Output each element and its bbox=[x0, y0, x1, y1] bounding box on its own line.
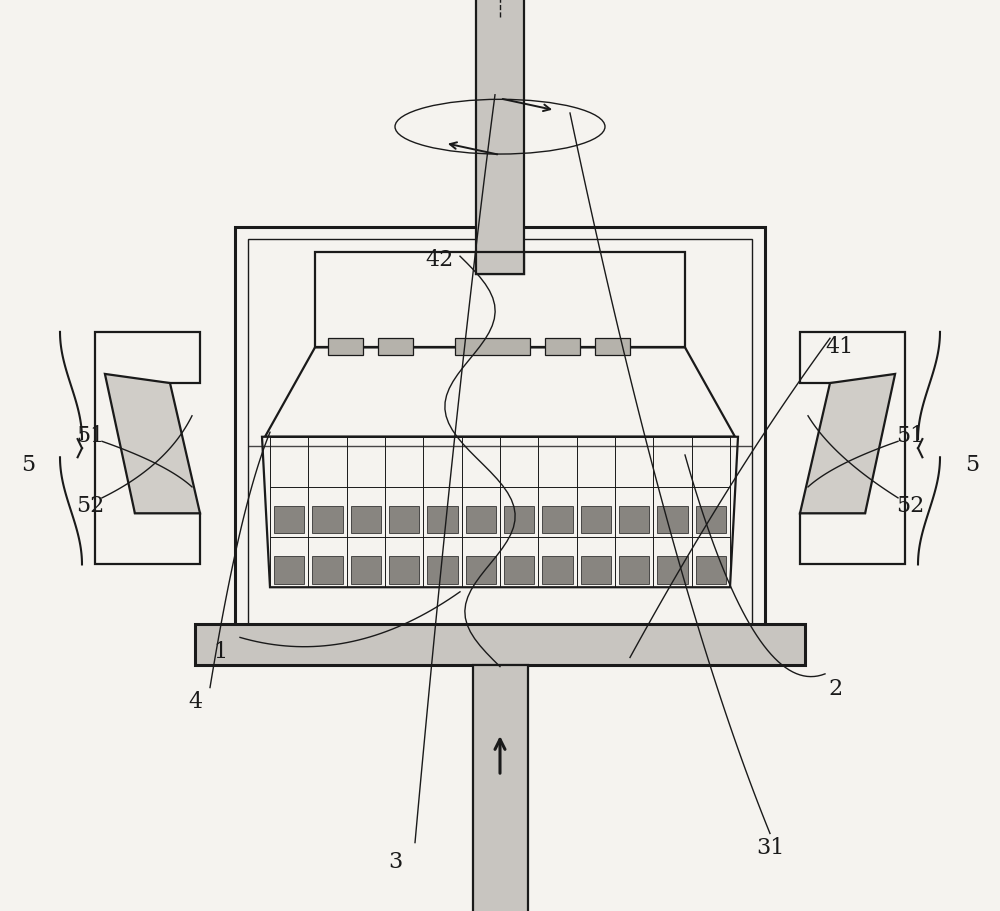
Polygon shape bbox=[105, 374, 200, 514]
Bar bbox=[351, 507, 381, 534]
Text: 31: 31 bbox=[756, 836, 784, 858]
Text: 1: 1 bbox=[213, 640, 227, 662]
Bar bbox=[696, 507, 726, 534]
Bar bbox=[504, 557, 534, 584]
Bar bbox=[312, 557, 343, 584]
Bar bbox=[476, 252, 524, 275]
Bar bbox=[545, 339, 580, 355]
Bar bbox=[542, 507, 573, 534]
Bar bbox=[312, 507, 343, 534]
Text: 52: 52 bbox=[896, 495, 924, 517]
Bar bbox=[696, 557, 726, 584]
Bar bbox=[389, 557, 419, 584]
Polygon shape bbox=[95, 333, 200, 565]
Bar bbox=[315, 252, 685, 348]
Bar bbox=[389, 507, 419, 534]
Bar bbox=[473, 665, 528, 911]
Bar bbox=[351, 557, 381, 584]
Bar bbox=[619, 557, 649, 584]
Bar bbox=[235, 228, 765, 656]
Text: 2: 2 bbox=[828, 677, 842, 699]
Bar bbox=[657, 557, 688, 584]
Bar bbox=[427, 557, 458, 584]
Text: 51: 51 bbox=[76, 425, 104, 446]
Text: 4: 4 bbox=[188, 691, 202, 712]
Bar bbox=[542, 557, 573, 584]
Bar bbox=[595, 339, 630, 355]
Bar bbox=[476, 0, 524, 275]
Polygon shape bbox=[800, 374, 895, 514]
Polygon shape bbox=[800, 333, 905, 565]
Bar bbox=[581, 557, 611, 584]
Bar bbox=[504, 507, 534, 534]
Bar bbox=[378, 339, 413, 355]
Text: 52: 52 bbox=[76, 495, 104, 517]
Bar bbox=[581, 507, 611, 534]
Bar bbox=[427, 507, 458, 534]
Text: 5: 5 bbox=[965, 454, 979, 476]
Bar bbox=[328, 339, 363, 355]
Text: 41: 41 bbox=[826, 335, 854, 357]
Bar bbox=[466, 557, 496, 584]
Bar bbox=[274, 507, 304, 534]
Bar bbox=[195, 624, 805, 665]
Text: 42: 42 bbox=[426, 249, 454, 271]
Bar bbox=[619, 507, 649, 534]
Bar bbox=[455, 339, 530, 355]
Bar bbox=[248, 240, 752, 644]
Text: 3: 3 bbox=[388, 850, 402, 872]
Bar bbox=[657, 507, 688, 534]
Polygon shape bbox=[262, 437, 738, 588]
Polygon shape bbox=[265, 348, 735, 437]
Bar bbox=[466, 507, 496, 534]
Text: 51: 51 bbox=[896, 425, 924, 446]
Text: 5: 5 bbox=[21, 454, 35, 476]
Bar bbox=[274, 557, 304, 584]
